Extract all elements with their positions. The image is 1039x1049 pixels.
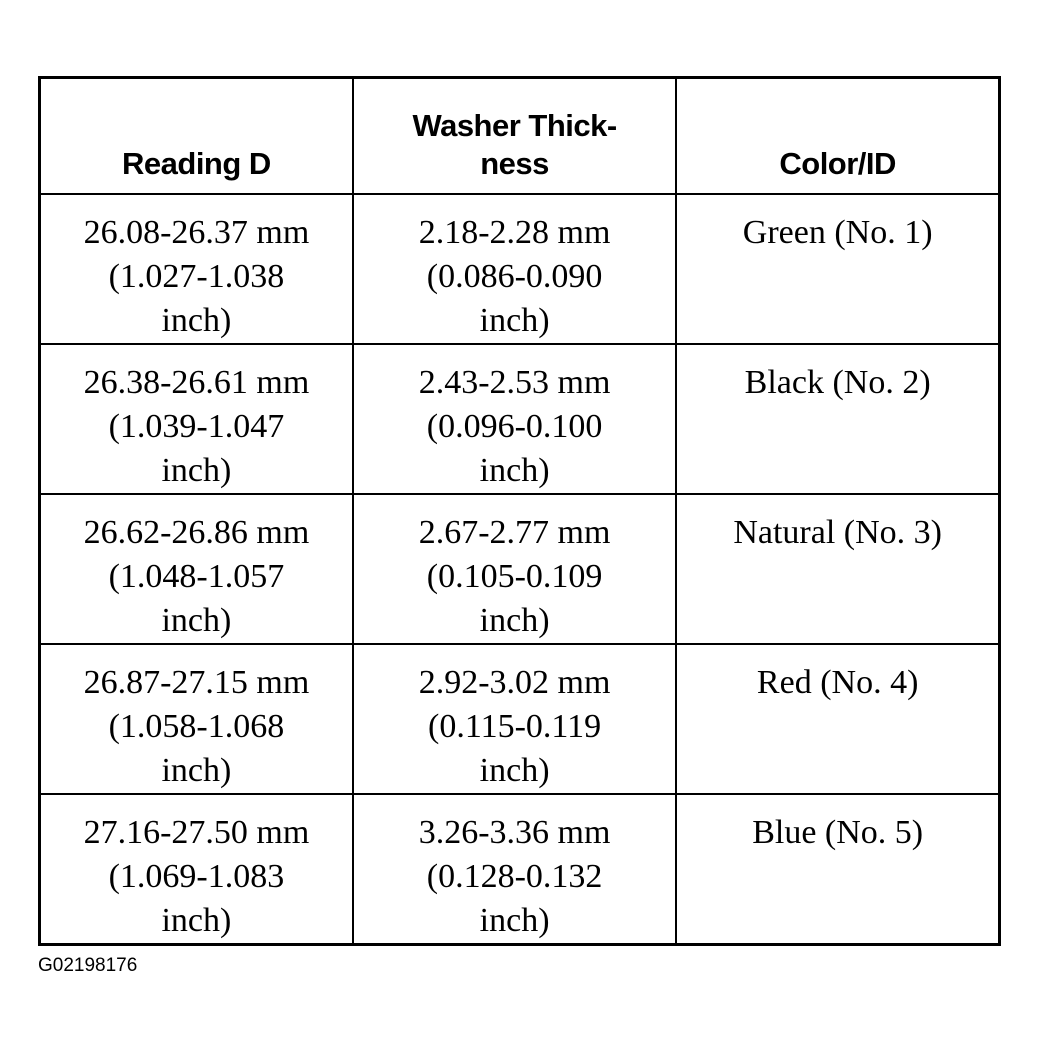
color-id-cell: Blue (No. 5) <box>675 793 1001 946</box>
figure-id: G02198176 <box>38 955 138 976</box>
cell-text: inch) <box>479 602 550 639</box>
cell-text: 2.43-2.53 mm <box>418 364 611 401</box>
color-id-cell: Red (No. 4) <box>675 643 1001 795</box>
cell-text: (1.048-1.057 <box>108 558 285 595</box>
table-row: 26.38-26.61 mm (1.039-1.047 inch) 2.43-2.53… <box>38 343 1001 495</box>
color-id-cell: Green (No. 1) <box>675 193 1001 345</box>
header-row: Reading D Washer Thick-ness Color/ID <box>38 76 1001 195</box>
table-row: 26.08-26.37 mm (1.027-1.038 inch) 2.18-2.28… <box>38 193 1001 345</box>
cell-text: (0.096-0.100 <box>426 408 603 445</box>
washer-thickness-cell: 3.26-3.36 mm (0.128-0.132 inch) <box>351 793 678 946</box>
header-reading-d: Reading D <box>38 76 354 195</box>
cell-text: (1.058-1.068 <box>108 708 285 745</box>
washer-thickness-cell: 2.43-2.53 mm (0.096-0.100 inch) <box>351 343 678 495</box>
header-text: ness <box>480 146 549 181</box>
cell-text: inch) <box>161 302 232 339</box>
cell-text: (0.086-0.090 <box>426 258 603 295</box>
header-washer-thickness: Washer Thick-ness <box>351 76 678 195</box>
cell-text: 2.92-3.02 mm <box>418 664 611 701</box>
cell-text: inch) <box>161 902 232 939</box>
color-id-cell: Black (No. 2) <box>675 343 1001 495</box>
cell-text: (1.027-1.038 <box>108 258 285 295</box>
cell-text: (0.105-0.109 <box>426 558 603 595</box>
header-text: Reading D <box>122 146 271 181</box>
cell-text: inch) <box>479 452 550 489</box>
cell-text: (0.115-0.119 <box>428 708 602 745</box>
cell-text: inch) <box>161 602 232 639</box>
header-text: Color/ID <box>779 146 896 181</box>
table-row: 26.87-27.15 mm (1.058-1.068 inch) 2.92-3.02… <box>38 643 1001 795</box>
header-color-id: Color/ID <box>675 76 1001 195</box>
cell-text: 3.26-3.36 mm <box>418 814 611 851</box>
color-id-cell: Natural (No. 3) <box>675 493 1001 645</box>
cell-text: 27.16-27.50 mm <box>83 814 310 851</box>
cell-text: 2.67-2.77 mm <box>418 514 611 551</box>
washer-thickness-cell: 2.18-2.28 mm (0.086-0.090 inch) <box>351 193 678 345</box>
table-row: 27.16-27.50 mm (1.069-1.083 inch) 3.26-3.36… <box>38 793 1001 946</box>
cell-text: 26.62-26.86 mm <box>83 514 310 551</box>
washer-selection-table: Reading D Washer Thick-ness Color/ID 26.… <box>38 76 1001 946</box>
reading-d-cell: 26.08-26.37 mm (1.027-1.038 inch) <box>38 193 354 345</box>
reading-d-cell: 26.38-26.61 mm (1.039-1.047 inch) <box>38 343 354 495</box>
washer-thickness-cell: 2.92-3.02 mm (0.115-0.119 inch) <box>351 643 678 795</box>
cell-text: inch) <box>479 902 550 939</box>
reading-d-cell: 26.62-26.86 mm (1.048-1.057 inch) <box>38 493 354 645</box>
cell-text: 26.08-26.37 mm <box>83 214 310 251</box>
cell-text: (1.039-1.047 <box>108 408 285 445</box>
cell-text: inch) <box>479 302 550 339</box>
reading-d-cell: 26.87-27.15 mm (1.058-1.068 inch) <box>38 643 354 795</box>
reading-d-cell: 27.16-27.50 mm (1.069-1.083 inch) <box>38 793 354 946</box>
header-text: Washer Thick- <box>412 108 617 143</box>
table-row: 26.62-26.86 mm (1.048-1.057 inch) 2.67-2.77… <box>38 493 1001 645</box>
cell-text: inch) <box>161 452 232 489</box>
cell-text: inch) <box>161 752 232 789</box>
cell-text: 26.87-27.15 mm <box>83 664 310 701</box>
cell-text: (1.069-1.083 <box>108 858 285 895</box>
cell-text: 26.38-26.61 mm <box>83 364 310 401</box>
cell-text: 2.18-2.28 mm <box>418 214 611 251</box>
cell-text: (0.128-0.132 <box>426 858 603 895</box>
washer-thickness-cell: 2.67-2.77 mm (0.105-0.109 inch) <box>351 493 678 645</box>
cell-text: inch) <box>479 752 550 789</box>
